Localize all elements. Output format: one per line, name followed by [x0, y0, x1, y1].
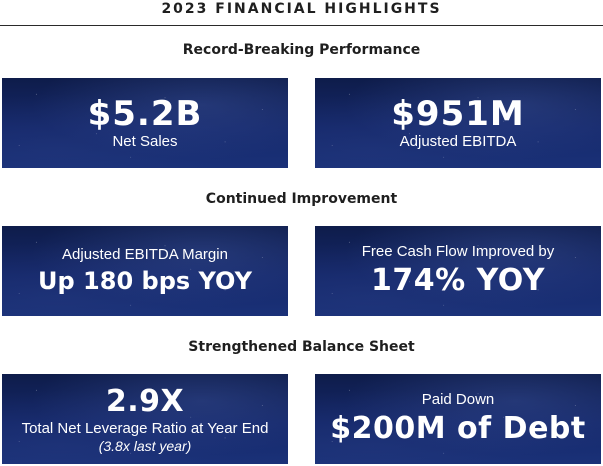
card-free-cash-flow: Free Cash Flow Improved by 174% YOY — [315, 226, 601, 316]
section-heading-balance-sheet: Strengthened Balance Sheet — [188, 339, 415, 355]
starfield-background — [2, 226, 288, 316]
card-debt-paydown: Paid Down $200M of Debt — [315, 374, 601, 464]
card-net-leverage: 2.9X Total Net Leverage Ratio at Year En… — [2, 374, 288, 464]
card-adjusted-ebitda: $951M Adjusted EBITDA — [315, 78, 601, 168]
ebitda-margin-label: Adjusted EBITDA Margin — [62, 246, 228, 263]
adjusted-ebitda-value: $951M — [391, 94, 525, 134]
free-cash-flow-label: Free Cash Flow Improved by — [361, 243, 555, 260]
net-leverage-value: 2.9X — [105, 383, 185, 419]
page-title: 2023 FINANCIAL HIGHLIGHTS — [161, 1, 442, 17]
net-sales-label: Net Sales — [112, 133, 178, 150]
net-sales-value: $5.2B — [87, 94, 203, 134]
adjusted-ebitda-label: Adjusted EBITDA — [399, 133, 517, 150]
starfield-background — [315, 374, 601, 464]
free-cash-flow-value: 174% YOY — [371, 263, 545, 298]
ebitda-margin-value: Up 180 bps YOY — [38, 267, 252, 295]
starfield-background — [315, 226, 601, 316]
starfield-background — [315, 78, 601, 168]
starfield-background — [2, 374, 288, 464]
net-leverage-label: Total Net Leverage Ratio at Year End — [21, 419, 269, 437]
card-ebitda-margin: Adjusted EBITDA Margin Up 180 bps YOY — [2, 226, 288, 316]
starfield-background — [2, 78, 288, 168]
card-net-sales: $5.2B Net Sales — [2, 78, 288, 168]
debt-paydown-value: $200M of Debt — [330, 411, 586, 446]
debt-paydown-label: Paid Down — [421, 391, 495, 408]
section-heading-performance: Record-Breaking Performance — [182, 42, 421, 58]
title-divider — [0, 25, 603, 26]
net-leverage-note: (3.8x last year) — [98, 437, 192, 454]
section-heading-improvement: Continued Improvement — [205, 191, 398, 207]
